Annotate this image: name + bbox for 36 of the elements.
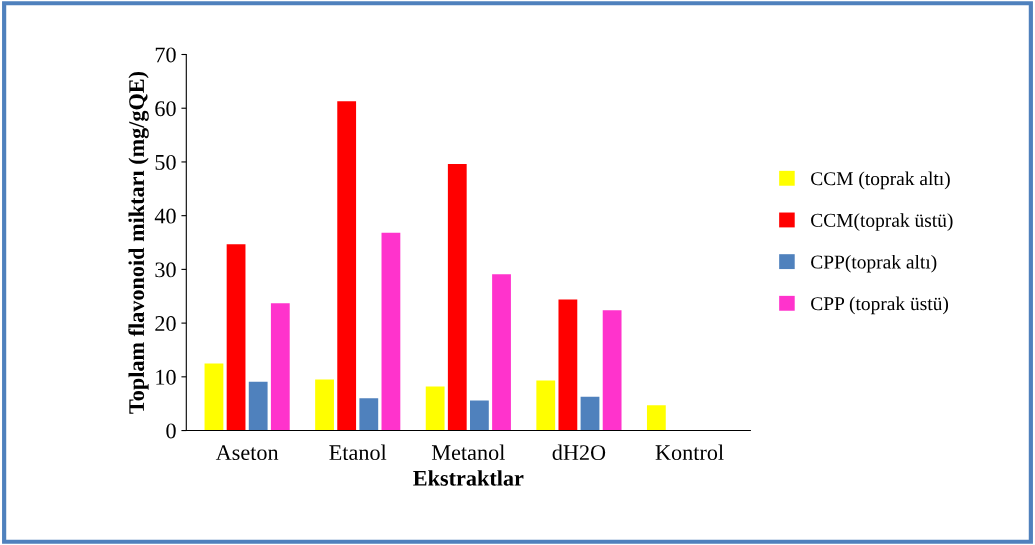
y-tick-label: 0 — [166, 423, 176, 439]
bar — [337, 101, 357, 431]
legend-label: CCM(toprak üstü) — [811, 213, 953, 231]
y-tick-label: 50 — [155, 154, 176, 170]
x-tick-label: Etanol — [329, 444, 387, 461]
y-tick-label: 30 — [155, 262, 176, 278]
bar — [248, 381, 268, 431]
bar — [447, 164, 467, 431]
bar — [315, 379, 334, 431]
y-tick-label: 10 — [156, 369, 176, 385]
bar — [470, 400, 489, 431]
bar — [270, 303, 290, 431]
legend-label: CPP(toprak altı) — [811, 254, 937, 273]
y-axis-title: Toplam flavonoid miktarı (mg/gQE) — [128, 71, 149, 414]
x-tick-label: Metanol — [431, 444, 505, 461]
x-tick-label: dH2O — [552, 444, 606, 461]
bar — [204, 363, 224, 431]
x-axis-title: Ekstraktlar — [413, 470, 524, 486]
legend-label: CCM (toprak altı) — [811, 171, 950, 190]
y-tick-label: 40 — [154, 208, 176, 224]
bar — [425, 386, 445, 431]
x-tick-label: Aseton — [215, 445, 279, 461]
bar — [602, 310, 622, 431]
bar — [646, 405, 666, 431]
legend-label: CPP (toprak üstü) — [811, 296, 949, 315]
y-tick-label: 60 — [155, 101, 176, 117]
bar — [381, 232, 401, 431]
bar — [226, 244, 246, 431]
y-tick-label: 20 — [155, 316, 176, 332]
y-tick-label: 70 — [155, 47, 176, 63]
bar — [359, 398, 379, 431]
bar — [492, 274, 511, 431]
x-tick-label: Kontrol — [655, 444, 724, 461]
bar — [580, 396, 600, 431]
bar — [558, 299, 578, 431]
bar — [536, 380, 556, 431]
